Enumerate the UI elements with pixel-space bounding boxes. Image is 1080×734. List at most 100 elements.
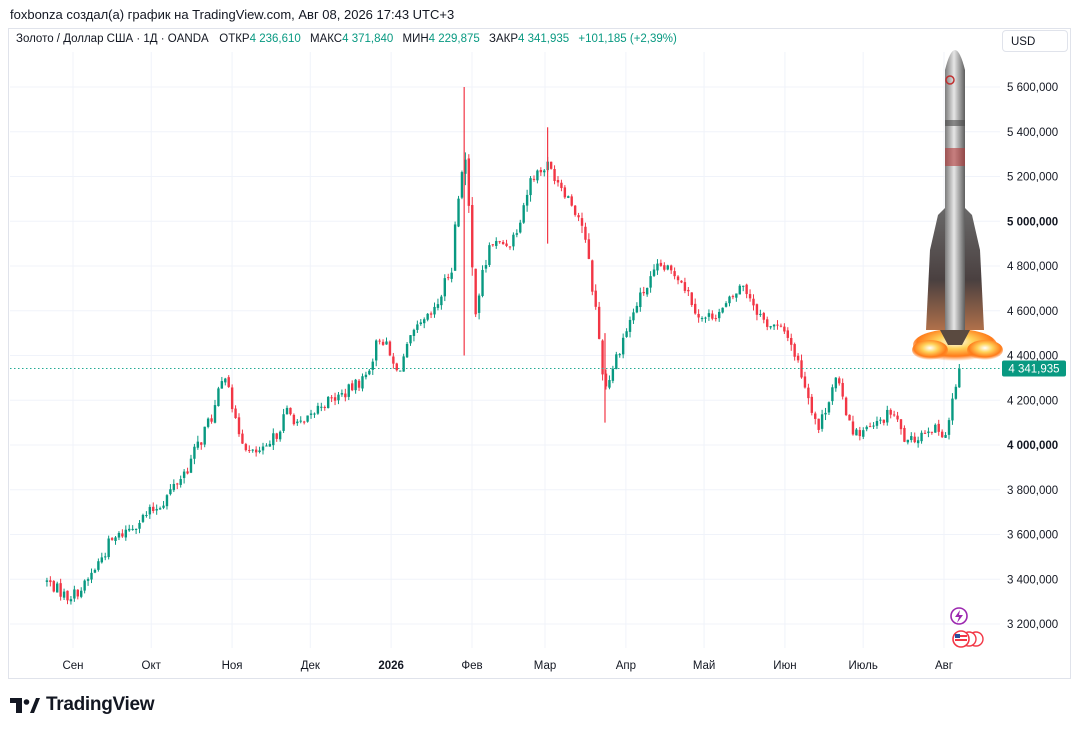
- candle-body: [896, 415, 899, 420]
- lightning-icon[interactable]: [950, 607, 968, 625]
- candle-body: [402, 356, 405, 372]
- candle-body: [484, 265, 488, 269]
- candle-body: [268, 443, 272, 447]
- candle-body: [447, 277, 450, 279]
- symbol-name[interactable]: Золото / Доллар США · 1Д · OANDA: [16, 33, 209, 45]
- candle-body: [186, 471, 189, 474]
- candle-body: [248, 450, 251, 452]
- candle-body: [440, 296, 443, 306]
- us-flag-icon[interactable]: [952, 630, 984, 648]
- candle-body: [200, 442, 203, 445]
- time-tick-label: Июль: [848, 660, 877, 672]
- candle-body: [309, 413, 313, 415]
- candle-body: [453, 224, 457, 271]
- candle-body: [138, 522, 141, 529]
- candle-body: [690, 292, 693, 306]
- candle-body: [820, 414, 824, 429]
- candle-body: [529, 178, 532, 196]
- candle-body: [831, 387, 834, 402]
- chart-grid: [10, 52, 1000, 648]
- candle-body: [591, 260, 594, 292]
- candle-body: [659, 262, 663, 266]
- candle-body: [810, 396, 814, 413]
- candle-body: [148, 506, 152, 515]
- candle-body: [649, 276, 652, 288]
- candle-body: [320, 406, 323, 408]
- candle-body: [769, 326, 772, 328]
- candle-body: [66, 590, 69, 601]
- candle-body: [179, 479, 182, 485]
- candle-body: [532, 178, 536, 180]
- candle-body: [141, 514, 145, 522]
- candles: [45, 87, 961, 605]
- candle-body: [868, 426, 872, 428]
- low-label: МИН: [402, 33, 429, 45]
- candle-body: [62, 591, 66, 598]
- candle-body: [834, 377, 838, 389]
- time-tick-label: Фев: [461, 660, 482, 672]
- candle-body: [827, 402, 831, 413]
- time-axis[interactable]: Сен Окт Ноя Дек 2026 Фев Мар Апр Май Июн Июль Авг: [62, 660, 953, 672]
- candle-body: [165, 495, 169, 507]
- candle-body: [83, 580, 86, 591]
- candle-body: [886, 409, 889, 423]
- candle-body: [680, 280, 683, 283]
- currency-selector[interactable]: USD: [1002, 30, 1068, 52]
- high-label: МАКС: [309, 33, 343, 45]
- candle-body: [604, 373, 608, 387]
- candle-body: [217, 388, 220, 407]
- candle-body: [107, 538, 110, 558]
- candle-body: [522, 205, 525, 223]
- candle-body: [704, 317, 707, 319]
- candle-body: [738, 285, 741, 295]
- candle-body: [296, 421, 299, 424]
- candle-body: [762, 313, 765, 320]
- candle-body: [549, 161, 553, 169]
- candle-body: [69, 599, 73, 602]
- candle-body: [426, 313, 429, 320]
- candle-body: [488, 245, 491, 265]
- candle-body: [940, 431, 944, 438]
- candle-body: [59, 583, 62, 597]
- candle-body: [858, 430, 862, 437]
- price-axis[interactable]: 3 200,000 3 400,000 3 600,000 3 800,000 4 00…: [1007, 82, 1058, 631]
- candle-body: [234, 408, 237, 419]
- candle-body: [457, 198, 460, 227]
- candle-body: [560, 182, 563, 189]
- candle-body: [169, 489, 172, 495]
- time-tick-label: Окт: [142, 660, 162, 672]
- candle-body: [416, 324, 419, 330]
- candle-body: [172, 483, 176, 491]
- candle-body: [597, 306, 601, 339]
- candle-body: [110, 538, 114, 540]
- candle-body: [265, 445, 268, 447]
- candle-body: [193, 446, 196, 459]
- candle-body: [862, 430, 865, 437]
- candle-body: [724, 303, 728, 307]
- price-tick-label: 3 600,000: [1007, 530, 1058, 542]
- tradingview-logo[interactable]: TradingView: [10, 694, 155, 716]
- candle-body: [158, 508, 162, 510]
- time-tick-label: Апр: [616, 660, 636, 672]
- candle-body: [189, 458, 193, 473]
- candle-body: [790, 338, 793, 345]
- candle-body: [625, 331, 628, 337]
- candle-body: [409, 335, 412, 344]
- candle-body: [505, 243, 508, 246]
- candle-body: [642, 291, 645, 294]
- candle-body: [515, 233, 519, 235]
- candle-body: [378, 340, 381, 342]
- candle-body: [460, 172, 464, 198]
- candle-body: [920, 432, 923, 442]
- candle-body: [508, 246, 512, 248]
- candle-body: [278, 431, 282, 440]
- last-price-badge: [1002, 360, 1066, 377]
- candle-body: [934, 424, 937, 433]
- price-tick-label: 4 200,000: [1007, 395, 1058, 407]
- candle-body: [714, 318, 717, 320]
- time-tick-label: Май: [693, 660, 716, 672]
- price-tick-label: 5 200,000: [1007, 172, 1058, 184]
- candle-body: [930, 431, 934, 433]
- candle-body: [134, 528, 138, 530]
